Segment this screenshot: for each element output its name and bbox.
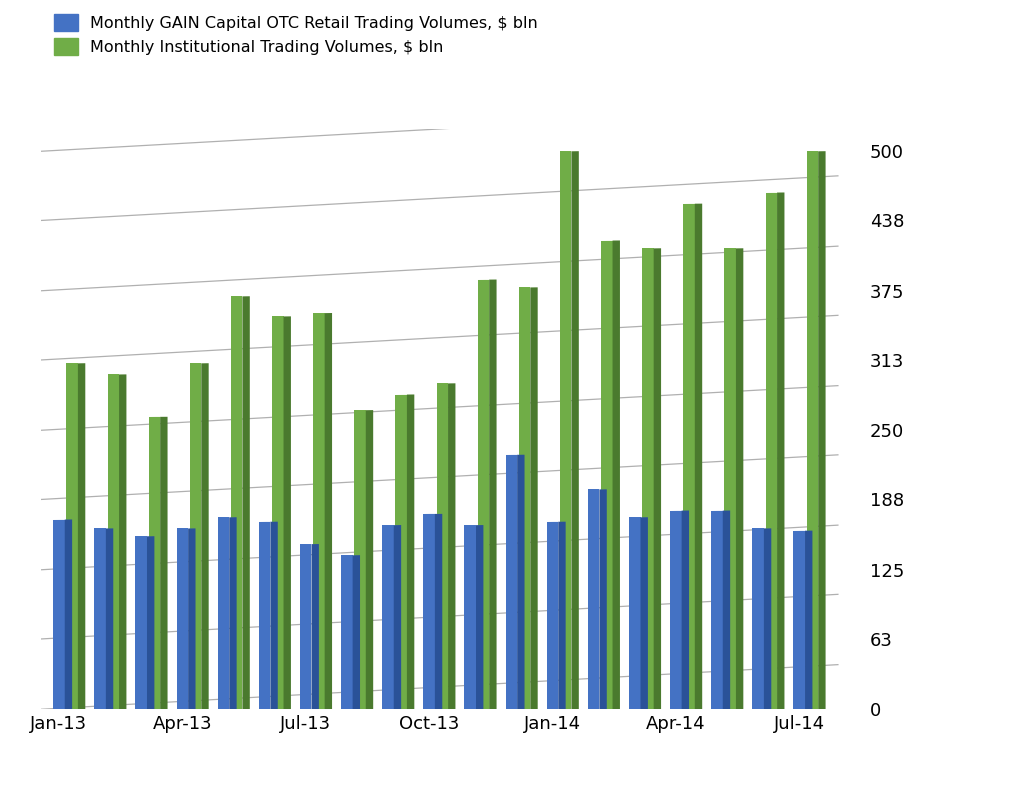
Polygon shape [271,521,278,709]
Polygon shape [736,248,743,709]
Polygon shape [448,384,456,709]
Polygon shape [464,526,476,709]
Polygon shape [190,364,201,709]
Polygon shape [136,536,147,709]
Polygon shape [436,384,448,709]
Polygon shape [490,280,497,709]
Polygon shape [519,288,530,709]
Polygon shape [642,248,654,709]
Polygon shape [355,410,366,709]
Polygon shape [560,152,571,709]
Polygon shape [313,313,325,709]
Polygon shape [147,536,154,709]
Polygon shape [148,417,160,709]
Polygon shape [53,520,64,709]
Polygon shape [695,204,702,709]
Polygon shape [682,510,689,709]
Polygon shape [477,280,490,709]
Polygon shape [752,529,763,709]
Polygon shape [654,248,661,709]
Polygon shape [435,514,443,709]
Polygon shape [777,193,785,709]
Polygon shape [106,529,113,709]
Polygon shape [629,517,641,709]
Polygon shape [396,395,407,709]
Polygon shape [382,526,393,709]
Polygon shape [325,313,332,709]
Polygon shape [393,525,402,709]
Polygon shape [711,511,723,709]
Polygon shape [242,297,249,709]
Polygon shape [819,152,826,709]
Polygon shape [588,489,599,709]
Polygon shape [366,410,373,709]
Polygon shape [423,514,435,709]
Polygon shape [312,544,319,709]
Polygon shape [407,394,414,709]
Polygon shape [177,529,188,709]
Polygon shape [725,248,736,709]
Polygon shape [160,417,168,709]
Polygon shape [64,519,73,709]
Polygon shape [684,204,695,709]
Polygon shape [670,511,682,709]
Polygon shape [641,517,648,709]
Polygon shape [805,530,812,709]
Polygon shape [476,525,483,709]
Polygon shape [353,555,360,709]
Polygon shape [94,529,106,709]
Polygon shape [272,317,283,709]
Polygon shape [530,287,538,709]
Polygon shape [723,510,730,709]
Polygon shape [571,152,578,709]
Polygon shape [517,455,524,709]
Polygon shape [66,364,78,709]
Polygon shape [259,521,271,709]
Polygon shape [547,521,558,709]
Polygon shape [341,555,353,709]
Polygon shape [78,364,85,709]
Polygon shape [107,375,119,709]
Polygon shape [201,364,208,709]
Polygon shape [763,529,772,709]
Polygon shape [506,455,517,709]
Legend: Monthly GAIN Capital OTC Retail Trading Volumes, $ bln, Monthly Institutional Tr: Monthly GAIN Capital OTC Retail Trading … [49,10,543,60]
Polygon shape [231,297,242,709]
Polygon shape [229,517,237,709]
Polygon shape [218,517,229,709]
Polygon shape [599,489,607,709]
Polygon shape [765,193,777,709]
Polygon shape [300,544,312,709]
Polygon shape [793,530,805,709]
Polygon shape [612,240,620,709]
Polygon shape [283,316,291,709]
Polygon shape [601,240,612,709]
Polygon shape [806,152,819,709]
Polygon shape [558,521,565,709]
Polygon shape [188,529,195,709]
Polygon shape [119,374,127,709]
